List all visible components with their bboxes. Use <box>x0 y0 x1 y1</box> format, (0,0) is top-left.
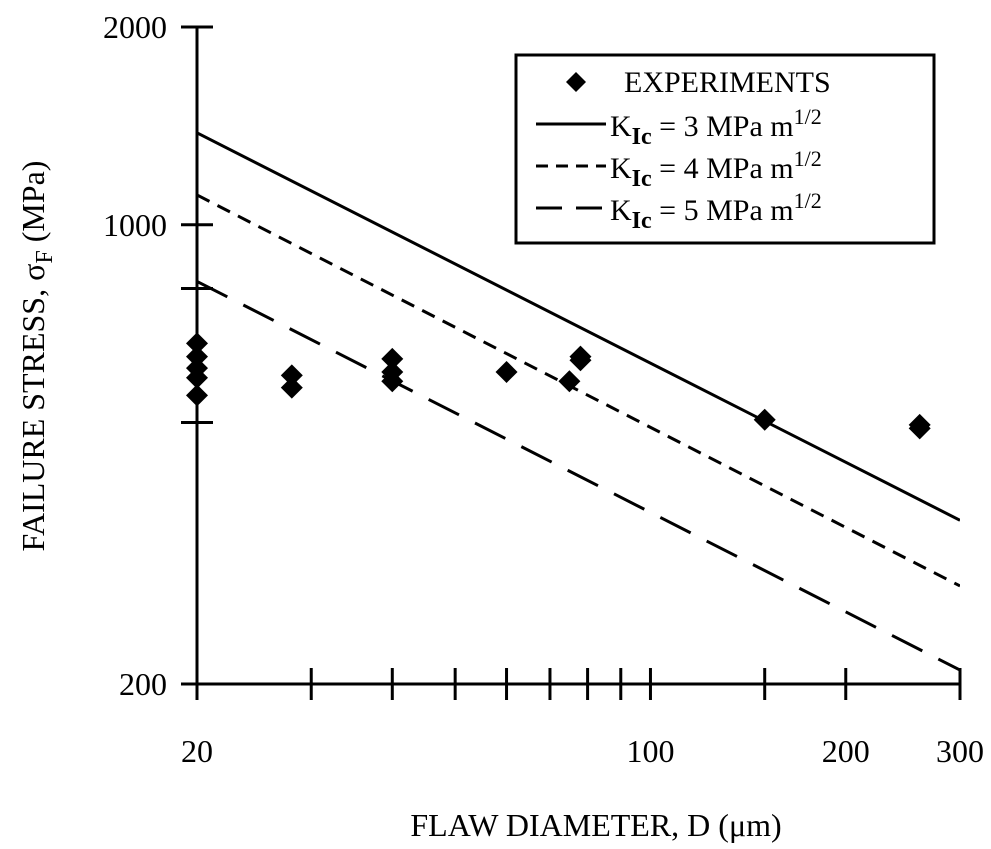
axis-titles: FLAW DIAMETER, D (μm) FAILURE STRESS, σF … <box>15 161 782 843</box>
legend-series-2-label: KIc = 4 MPa m1/2 <box>610 146 822 192</box>
experiment-points <box>186 332 931 440</box>
experiment-point-12 <box>558 370 581 393</box>
series-line-2 <box>197 193 960 588</box>
experiment-point-11 <box>495 360 518 383</box>
legend-series-3-label: KIc = 5 MPa m1/2 <box>610 188 822 234</box>
y-tick-label-200: 200 <box>119 666 167 702</box>
x-axis-title: FLAW DIAMETER, D (μm) <box>410 807 781 843</box>
legend-experiments-marker <box>566 72 586 92</box>
y-axis-title: FAILURE STRESS, σF (MPa) <box>15 161 58 552</box>
x-tick-label-200: 200 <box>822 733 870 769</box>
experiment-point-14 <box>569 345 592 368</box>
experiment-point-10 <box>381 370 404 393</box>
y-tick-label-2000: 2000 <box>103 9 167 45</box>
experiment-point-15 <box>753 408 776 431</box>
experiment-point-6 <box>280 364 303 387</box>
x-tick-label-300: 300 <box>936 733 984 769</box>
legend-series-1-label: KIc = 3 MPa m1/2 <box>610 104 822 150</box>
y-tick-label-1000: 1000 <box>103 207 167 243</box>
legend-box <box>514 53 936 245</box>
experiment-point-17 <box>908 413 931 436</box>
experiment-point-7 <box>280 376 303 399</box>
series-line-3 <box>197 280 960 672</box>
x-tick-label-100: 100 <box>626 733 674 769</box>
series-layer <box>197 131 960 672</box>
axes: 20 100 200 300 200 1000 2000 <box>103 9 984 769</box>
legend-experiments-label: EXPERIMENTS <box>624 66 831 99</box>
x-tick-label-20: 20 <box>181 733 213 769</box>
series-line-1 <box>197 131 960 522</box>
experiment-point-8 <box>381 347 404 370</box>
